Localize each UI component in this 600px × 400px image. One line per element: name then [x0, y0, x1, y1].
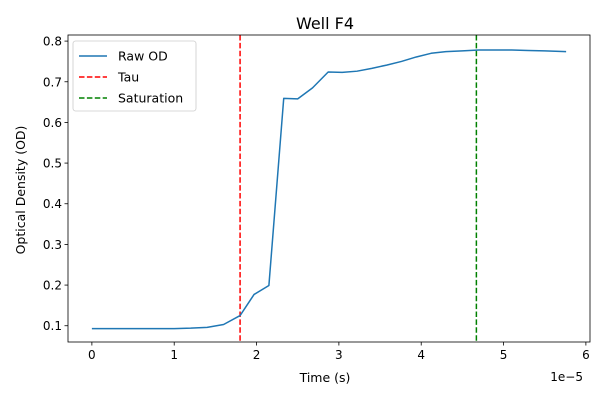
x-tick-label: 5	[500, 348, 508, 362]
legend-label-tau: Tau	[117, 70, 139, 85]
x-axis-scale-factor: 1e−5	[550, 370, 583, 384]
x-tick-label: 1	[170, 348, 178, 362]
y-tick-label: 0.1	[43, 319, 62, 333]
x-tick-label: 6	[582, 348, 590, 362]
series-line-raw-od	[91, 49, 567, 330]
x-axis-label: Time (s)	[299, 370, 351, 385]
x-tick-label: 2	[253, 348, 261, 362]
legend-box	[72, 40, 197, 112]
axes-spines	[67, 34, 591, 343]
y-tick-label: 0.8	[43, 35, 62, 49]
y-tick-label: 0.4	[43, 197, 62, 211]
x-tick-label: 3	[335, 348, 343, 362]
reference-lines	[239, 35, 478, 342]
y-tick-label: 0.6	[43, 116, 62, 130]
legend: Raw OD Tau Saturation	[72, 40, 197, 112]
axes-frame	[67, 34, 591, 343]
y-tick-label: 0.5	[43, 157, 62, 171]
y-axis-ticks: 0.1 0.2 0.3 0.4 0.5 0.6 0.7 0.8	[43, 35, 68, 333]
y-axis-label: Optical Density (OD)	[13, 126, 28, 255]
y-tick-label: 0.2	[43, 279, 62, 293]
legend-label-raw-od: Raw OD	[118, 49, 168, 64]
x-tick-label: 4	[417, 348, 425, 362]
x-axis-ticks: 0 1 2 3 4 5 6	[88, 342, 590, 362]
y-tick-label: 0.7	[43, 75, 62, 89]
y-tick-label: 0.3	[43, 238, 62, 252]
legend-label-saturation: Saturation	[118, 91, 183, 106]
chart-title: Well F4	[296, 14, 354, 33]
x-tick-label: 0	[88, 348, 96, 362]
series-lines	[91, 49, 567, 330]
